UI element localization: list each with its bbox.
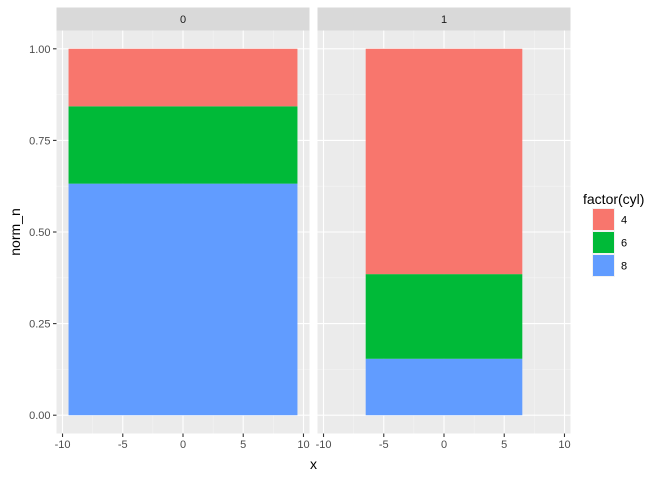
y-tick-label: 0.25 — [29, 319, 50, 331]
x-axis-title: x — [310, 456, 317, 472]
x-tick-label: 5 — [240, 439, 246, 451]
y-tick-label: 0.50 — [29, 227, 50, 239]
x-tick-label: 5 — [501, 439, 507, 451]
legend-label: 6 — [621, 238, 627, 250]
facet-strip-label: 0 — [180, 14, 186, 26]
bar-segment-cyl-6 — [366, 274, 523, 359]
bar-segment-cyl-4 — [69, 49, 298, 107]
x-tick-label: 0 — [441, 439, 447, 451]
bar-segment-cyl-6 — [69, 106, 298, 183]
x-tick-label: -10 — [55, 439, 71, 451]
x-tick-label: -5 — [118, 439, 128, 451]
legend-key-cyl-8 — [593, 255, 614, 276]
legend-title: factor(cyl) — [583, 191, 644, 207]
bar-segment-cyl-4 — [366, 49, 523, 274]
x-tick-label: 10 — [558, 439, 570, 451]
legend-key-cyl-6 — [593, 232, 614, 253]
bar-segment-cyl-8 — [366, 359, 523, 415]
y-tick-label: 1.00 — [29, 44, 50, 56]
x-tick-label: 10 — [297, 439, 309, 451]
y-tick-label: 0.75 — [29, 135, 50, 147]
y-axis-title: norm_n — [7, 208, 23, 255]
y-tick-label: 0.00 — [29, 410, 50, 422]
legend-key-cyl-4 — [593, 209, 614, 230]
legend-label: 4 — [621, 215, 627, 227]
bar-segment-cyl-8 — [69, 184, 298, 416]
x-tick-label: 0 — [180, 439, 186, 451]
facet-strip-label: 1 — [441, 14, 447, 26]
legend-label: 8 — [621, 261, 627, 273]
x-tick-label: -10 — [316, 439, 332, 451]
x-tick-label: -5 — [379, 439, 389, 451]
